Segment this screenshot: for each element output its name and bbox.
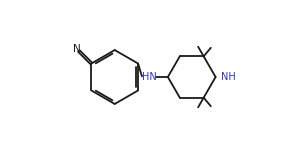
Text: NH: NH	[221, 72, 236, 82]
Text: N: N	[73, 44, 81, 54]
Text: HN: HN	[142, 72, 157, 82]
